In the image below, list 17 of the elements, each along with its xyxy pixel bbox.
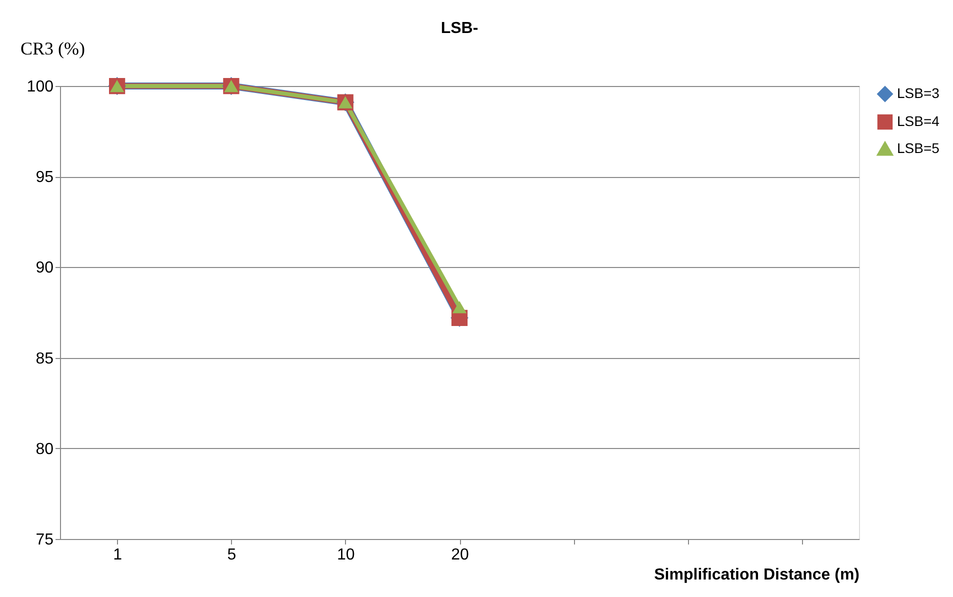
y-tick-label: 85 — [36, 350, 54, 368]
legend-label: LSB=5 — [897, 140, 940, 156]
y-axis-title: CR3 (%) — [20, 38, 85, 58]
y-tick-label: 80 — [36, 440, 54, 458]
legend-label: LSB=4 — [897, 113, 940, 129]
y-tick-label: 75 — [36, 532, 54, 548]
chart-title: LSB- — [440, 20, 478, 37]
x-axis-title: Simplification Distance (m) — [654, 566, 860, 584]
x-tick-label: 10 — [336, 546, 355, 564]
legend-label: LSB=3 — [897, 85, 940, 101]
point — [452, 300, 467, 314]
y-tick-label: 95 — [36, 169, 54, 186]
y-tick-label: 90 — [36, 260, 54, 277]
x-tick-label: 20 — [451, 546, 469, 564]
x-tick-label: 5 — [227, 546, 236, 564]
y-tick-label: 100 — [26, 78, 54, 96]
x-tick-label: 1 — [113, 546, 122, 564]
